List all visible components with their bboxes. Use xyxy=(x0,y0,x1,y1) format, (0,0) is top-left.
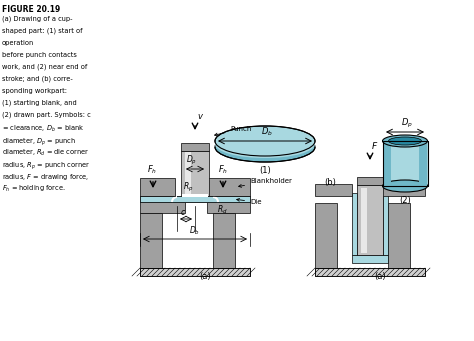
Text: $R_d$: $R_d$ xyxy=(217,204,228,216)
Text: operation: operation xyxy=(2,40,34,46)
Bar xyxy=(185,152,191,194)
Bar xyxy=(357,185,383,255)
Bar xyxy=(383,141,391,186)
Text: (b): (b) xyxy=(324,178,336,187)
Ellipse shape xyxy=(215,132,315,162)
Text: F: F xyxy=(372,142,377,151)
Bar xyxy=(315,203,337,268)
Text: work, and (2) near end of: work, and (2) near end of xyxy=(2,64,87,71)
Text: before punch contacts: before punch contacts xyxy=(2,52,77,58)
Text: $D_p$: $D_p$ xyxy=(401,117,413,130)
Bar xyxy=(213,213,235,268)
Bar xyxy=(361,188,367,253)
Text: (1): (1) xyxy=(259,166,271,175)
Bar xyxy=(357,177,383,185)
Text: radius, $F$ = drawing force,: radius, $F$ = drawing force, xyxy=(2,172,89,182)
Ellipse shape xyxy=(215,130,315,158)
Bar xyxy=(352,255,388,263)
Bar xyxy=(383,193,388,255)
Text: $c$: $c$ xyxy=(180,208,186,217)
Bar xyxy=(140,196,250,202)
Bar xyxy=(207,201,250,213)
Bar xyxy=(315,184,352,196)
Text: (2) drawn part. Symbols: c: (2) drawn part. Symbols: c xyxy=(2,112,91,119)
Bar xyxy=(140,268,250,276)
Bar xyxy=(315,268,425,276)
Text: $D_b$: $D_b$ xyxy=(261,125,273,138)
Bar xyxy=(388,203,410,268)
Text: FIGURE 20.19: FIGURE 20.19 xyxy=(2,5,60,14)
Ellipse shape xyxy=(383,180,428,192)
Text: $F_h$: $F_h$ xyxy=(147,163,157,176)
Text: stroke; and (b) corre-: stroke; and (b) corre- xyxy=(2,76,73,83)
Bar xyxy=(382,184,425,196)
Bar xyxy=(140,268,250,276)
Text: Punch: Punch xyxy=(215,126,251,136)
Text: Die: Die xyxy=(237,198,262,205)
Bar xyxy=(383,141,428,186)
Text: shaped part: (1) start of: shaped part: (1) start of xyxy=(2,28,82,34)
Text: radius, $R_p$ = punch corner: radius, $R_p$ = punch corner xyxy=(2,160,90,172)
Bar xyxy=(207,178,250,196)
Bar xyxy=(315,268,425,276)
Text: (2): (2) xyxy=(399,196,411,205)
Bar xyxy=(140,178,175,196)
Text: Blankholder: Blankholder xyxy=(238,178,292,187)
Ellipse shape xyxy=(215,126,315,156)
Text: $F_h$: $F_h$ xyxy=(218,163,228,176)
Bar xyxy=(419,141,427,186)
Text: $R_p$: $R_p$ xyxy=(183,181,193,194)
Text: (a): (a) xyxy=(374,272,386,281)
Text: v: v xyxy=(197,112,202,121)
Bar xyxy=(140,213,162,268)
Text: $F_h$ = holding force.: $F_h$ = holding force. xyxy=(2,184,65,194)
Text: diameter, $R_d$ = die corner: diameter, $R_d$ = die corner xyxy=(2,148,90,158)
Bar xyxy=(182,194,208,197)
Ellipse shape xyxy=(383,135,428,147)
Bar xyxy=(383,141,428,186)
Text: (a) Drawing of a cup-: (a) Drawing of a cup- xyxy=(2,16,73,23)
Text: $D_b$: $D_b$ xyxy=(190,224,201,237)
Bar xyxy=(181,151,209,196)
Bar xyxy=(352,193,357,255)
Bar xyxy=(140,201,185,213)
Text: sponding workpart:: sponding workpart: xyxy=(2,88,67,94)
Text: $D_p$: $D_p$ xyxy=(186,154,198,167)
Text: (1) starting blank, and: (1) starting blank, and xyxy=(2,100,77,106)
Bar xyxy=(140,196,250,202)
Text: diameter, $D_p$ = punch: diameter, $D_p$ = punch xyxy=(2,136,76,148)
Text: (a): (a) xyxy=(199,272,211,281)
Ellipse shape xyxy=(389,137,421,145)
Text: = clearance, $D_b$ = blank: = clearance, $D_b$ = blank xyxy=(2,124,84,134)
Bar xyxy=(181,143,209,151)
